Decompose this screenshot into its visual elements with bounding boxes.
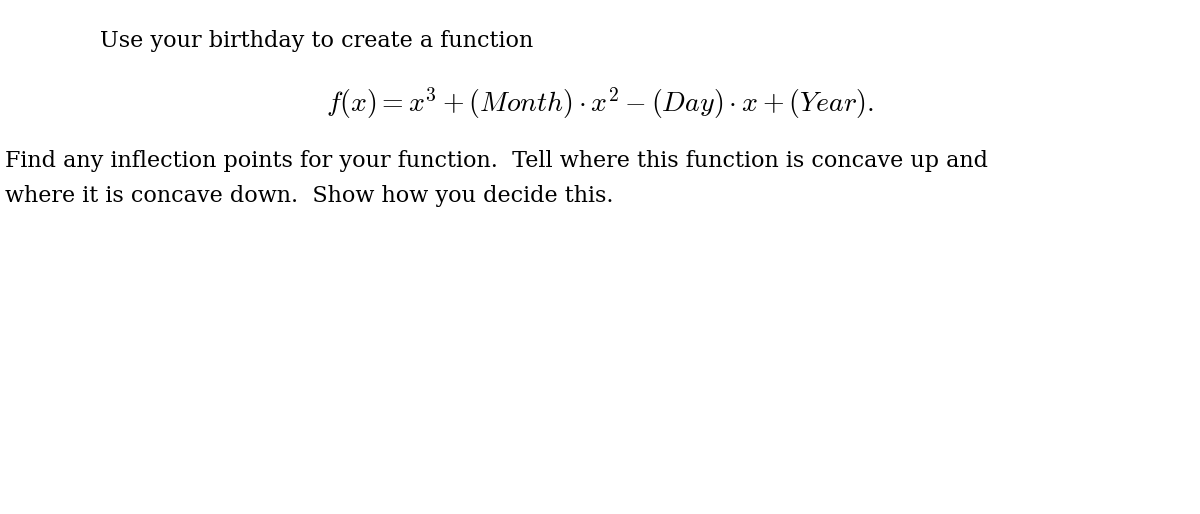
Text: where it is concave down.  Show how you decide this.: where it is concave down. Show how you d… (5, 185, 613, 207)
Text: Find any inflection points for your function.  Tell where this function is conca: Find any inflection points for your func… (5, 150, 988, 172)
Text: $f(x) = x^3 + (Month) \cdot x^2 - (Day) \cdot x + (Year).$: $f(x) = x^3 + (Month) \cdot x^2 - (Day) … (326, 85, 874, 121)
Text: Use your birthday to create a function: Use your birthday to create a function (100, 30, 533, 52)
